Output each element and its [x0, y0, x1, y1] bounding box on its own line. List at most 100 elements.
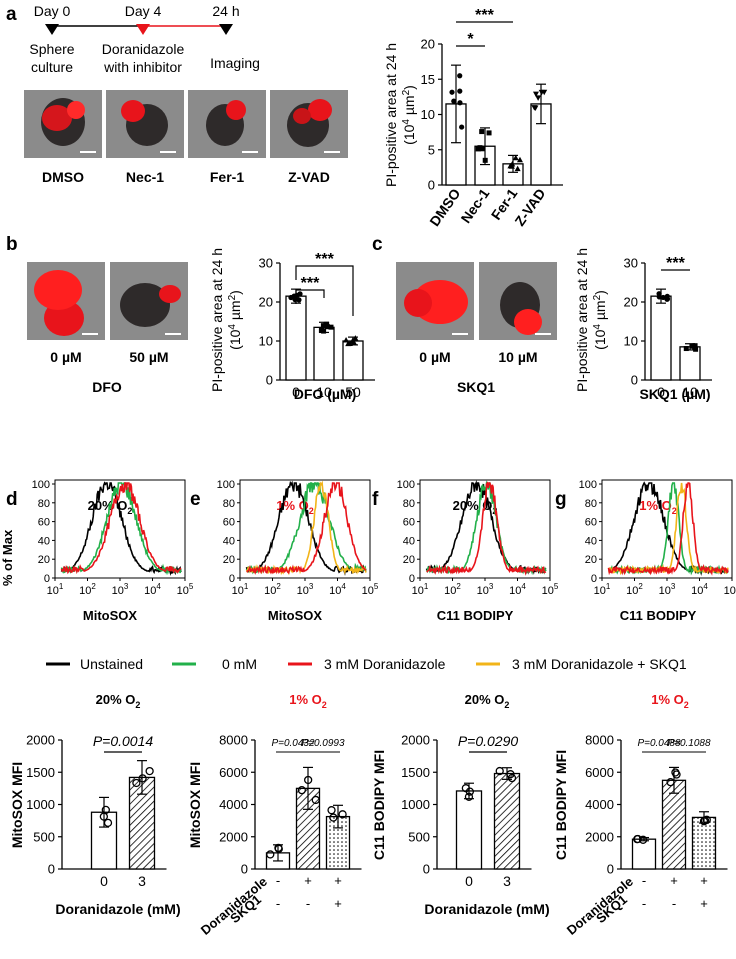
category-label: 0 [100, 873, 108, 889]
y-tick-label: 20 [223, 554, 235, 566]
y-tick-label: 500 [408, 829, 430, 844]
hist-title-g: 1% O2 [639, 498, 677, 516]
sign: - [306, 896, 310, 911]
y-tick-label: 80 [223, 498, 235, 510]
data-point [328, 324, 334, 330]
timeline-imaging: Imaging [210, 55, 260, 71]
timeline-day0: Day 0 [34, 3, 71, 19]
hist-xlabel-g: C11 BODIPY [620, 608, 697, 623]
data-point [274, 844, 283, 853]
y-tick-label: 2000 [26, 733, 55, 748]
y-tick-label: 10 [624, 334, 638, 349]
data-point [329, 813, 338, 822]
x-tick-label: 102 [444, 582, 461, 597]
significance-label: * [467, 31, 474, 48]
bar [493, 772, 521, 870]
data-point [495, 766, 504, 776]
x-tick-label: 103 [297, 582, 314, 597]
hist-xlabel-d: MitoSOX [83, 608, 137, 623]
y-tick-label: 2000 [219, 829, 248, 844]
timeline-culture: culture [31, 59, 73, 75]
significance-label: *** [666, 255, 685, 272]
panel-label-e: e [190, 489, 201, 510]
sign: + [670, 873, 678, 888]
category-label: 0 [657, 384, 665, 400]
histogram-trace [60, 481, 182, 576]
y-tick-label: 1500 [26, 765, 55, 780]
data-point [457, 73, 463, 79]
data-point [660, 294, 666, 301]
bar-title-d2: 20% O2 [96, 692, 141, 710]
data-point [297, 786, 306, 795]
data-point [664, 293, 670, 299]
significance-bracket [295, 265, 354, 316]
bar [313, 326, 335, 381]
data-point [459, 124, 465, 130]
y-tick-label: 0 [428, 178, 435, 193]
y-tick-label: 10 [421, 107, 435, 122]
significance-label: *** [475, 7, 494, 24]
y-tick-label: 20 [403, 554, 415, 566]
panel-label-g: g [555, 489, 567, 510]
x-axis-label: Doranidazole (mM) [55, 901, 180, 917]
y-tick-label: 100 [217, 479, 235, 491]
y-tick-label: 5 [428, 142, 435, 157]
y-axis-label: PI-positive area at 24 h (104 µm2) [574, 248, 608, 392]
x-tick-label: 102 [626, 582, 643, 597]
data-point [538, 89, 545, 96]
data-point [103, 818, 113, 827]
timeline-sphere: Sphere [29, 41, 74, 57]
x-tick-label: 103 [112, 582, 129, 597]
y-axis-label: MitoSOX MFI [9, 762, 25, 848]
histogram-e: 0 20 40 60 80 100 101 102 103 104 105 [217, 479, 379, 597]
y-tick-label: 0 [266, 373, 273, 388]
data-point [321, 328, 327, 334]
sign: - [276, 896, 280, 911]
bar [285, 295, 307, 381]
sign: - [672, 896, 676, 911]
data-point [320, 323, 326, 329]
histogram-trace [608, 482, 729, 576]
x-tick-label: 104 [509, 582, 526, 597]
y-tick-label: 20 [624, 295, 638, 310]
data-point [304, 775, 313, 785]
data-point [451, 98, 457, 104]
y-tick-label: 80 [38, 498, 50, 510]
data-point [477, 145, 483, 151]
y-tick-label: 100 [397, 479, 415, 491]
y-tick-label: 6000 [219, 765, 248, 780]
histogram-trace [60, 482, 182, 576]
category-label: 10 [682, 384, 698, 400]
y-tick-label: 60 [585, 517, 597, 529]
image-label-fer1: Fer-1 [210, 169, 244, 185]
image-label-b-0um: 0 µM [50, 349, 81, 365]
image-label-zvad: Z-VAD [288, 169, 330, 185]
data-point [683, 346, 689, 352]
image-label-b-50um: 50 µM [129, 349, 168, 365]
x-axis-label: Doranidazole (mM) [424, 901, 549, 917]
y-tick-label: 40 [223, 535, 235, 547]
histogram-d: 0 20 40 60 80 100 101 102 103 104 105 [32, 479, 194, 597]
x-tick-label: 101 [232, 582, 249, 597]
legend-unstained: Unstained [80, 656, 143, 672]
data-point [506, 770, 515, 779]
y-tick-label: 0 [48, 862, 55, 877]
x-tick-label: 105 [362, 582, 379, 597]
y-tick-label: 1000 [401, 797, 430, 812]
panel-label-c: c [372, 234, 383, 255]
x-tick-label: 102 [264, 582, 281, 597]
image-label-c-10um: 10 µM [498, 349, 537, 365]
y-tick-label: 2000 [401, 733, 430, 748]
data-point [465, 787, 475, 796]
data-point [479, 129, 485, 135]
image-label-dmso: DMSO [42, 169, 84, 185]
y-tick-label: 80 [403, 498, 415, 510]
bar [650, 295, 672, 381]
timeline-doranidazole: Doranidazole [102, 41, 185, 57]
sign: + [700, 873, 708, 888]
x-tick-label: 103 [659, 582, 676, 597]
data-point [516, 156, 523, 163]
